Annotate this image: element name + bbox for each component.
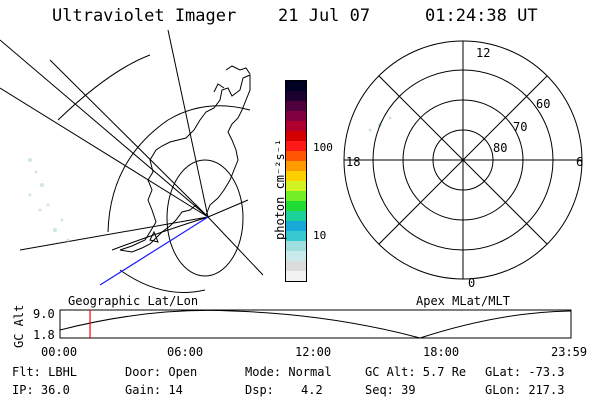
status-gc-alt: GC Alt: 5.7 Re [365, 365, 467, 379]
colorbar-segment [286, 231, 306, 241]
colorbar-segment [286, 211, 306, 221]
colorbar-segment [286, 151, 306, 161]
lat-60-label: 60 [536, 97, 551, 111]
colorbar-segment [286, 121, 306, 131]
lat-80-label: 80 [493, 141, 508, 155]
status-seq: Seq: 39 [365, 383, 416, 397]
colorbar-segment [286, 91, 306, 101]
colorbar-segment [286, 241, 306, 251]
lat-70-label: 70 [513, 120, 528, 134]
geographic-caption: Geographic Lat/Lon [68, 294, 199, 308]
status-filter: Flt: LBHL [12, 365, 78, 379]
colorbar-segment [286, 131, 306, 141]
observation-time: 01:24:38 UT [425, 6, 538, 26]
app-title: Ultraviolet Imager [52, 6, 237, 26]
colorbar-segment [286, 141, 306, 151]
colorbar-segment [286, 181, 306, 191]
status-mode: Mode: Normal [245, 365, 332, 379]
alt-xtick-0600: 06:00 [167, 345, 204, 359]
status-dsp-value: 4.2 [301, 383, 323, 397]
colorbar-segment [286, 101, 306, 111]
colorbar-segment [286, 171, 306, 181]
colorbar-segment [286, 81, 306, 91]
observation-date: 21 Jul 07 [278, 6, 371, 26]
colorbar-tick-100: 100 [313, 141, 333, 154]
colorbar-segment [286, 201, 306, 211]
alt-y-top: 9.0 [33, 307, 55, 321]
colorbar-segment [286, 221, 306, 231]
mlt-6-label: 6 [576, 155, 584, 169]
alt-xtick-1200: 12:00 [295, 345, 332, 359]
colorbar-segment [286, 251, 306, 261]
alt-xtick-1800: 18:00 [423, 345, 460, 359]
alt-xtick-2359: 23:59 [551, 345, 588, 359]
colorbar-segment [286, 261, 306, 271]
colorbar-tick-10: 10 [313, 229, 327, 242]
status-glon: GLon: 217.3 [485, 383, 565, 397]
alt-xtick-0000: 00:00 [41, 345, 78, 359]
mlt-0-label: 0 [468, 276, 476, 290]
status-ip: IP: 36.0 [12, 383, 70, 397]
colorbar-segment [286, 161, 306, 171]
status-gain: Gain: 14 [125, 383, 183, 397]
mlt-12-label: 12 [476, 46, 491, 60]
status-door: Door: Open [125, 365, 198, 379]
intensity-colorbar [285, 80, 307, 282]
status-glat: GLat: -73.3 [485, 365, 565, 379]
colorbar-segment [286, 111, 306, 121]
colorbar-segment [286, 191, 306, 201]
alt-y-bottom: 1.8 [33, 328, 55, 342]
polar-caption: Apex MLat/MLT [416, 294, 510, 308]
colorbar-segment [286, 271, 306, 281]
status-dsp-label: Dsp: [245, 383, 274, 397]
mlt-18-label: 18 [346, 155, 361, 169]
